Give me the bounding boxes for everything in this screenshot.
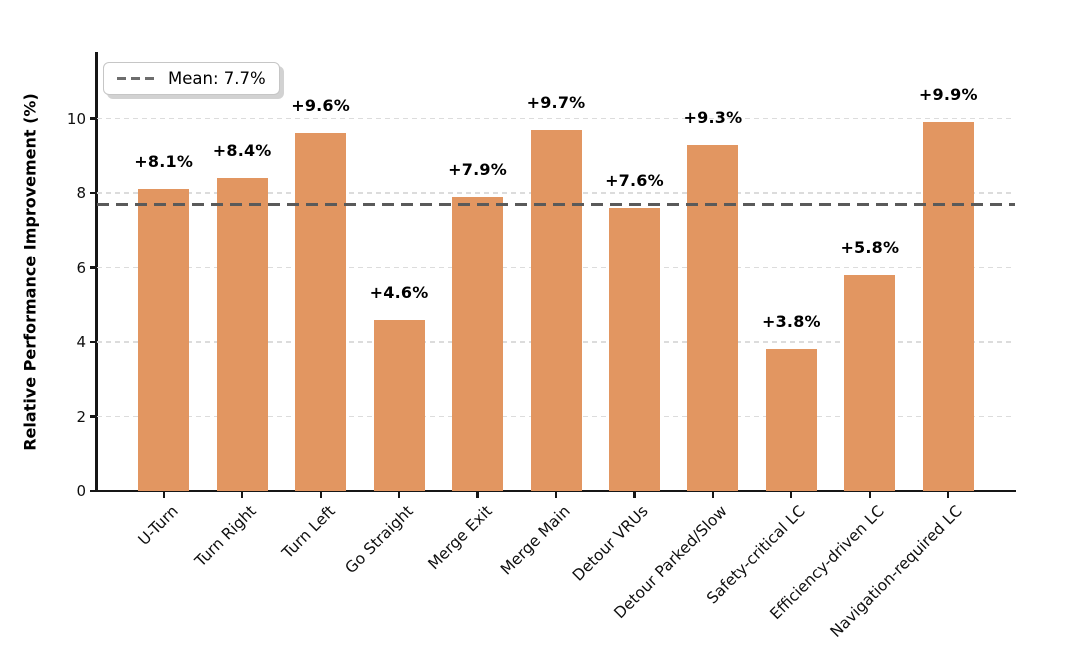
bar — [922, 122, 974, 491]
bar-value-label: +7.9% — [448, 159, 507, 179]
x-tick-label: Detour VRUs — [569, 502, 653, 585]
x-tick-label: Turn Right — [191, 502, 260, 571]
bar — [373, 319, 425, 491]
bar-value-label: +7.6% — [605, 170, 664, 190]
bar-value-label: +9.7% — [526, 92, 586, 112]
bar-value-label: +4.6% — [369, 282, 429, 302]
x-tick-mark — [711, 492, 714, 498]
x-tick-mark — [476, 492, 479, 498]
bar — [765, 349, 817, 491]
x-tick-mark — [947, 492, 950, 498]
x-tick-mark — [554, 492, 558, 498]
y-tick-label: 4 — [76, 333, 86, 352]
x-tick-label: Merge Exit — [424, 502, 496, 574]
bar-value-label: +3.8% — [761, 312, 821, 332]
x-tick-mark — [241, 492, 244, 498]
bar-value-label: +9.3% — [683, 107, 743, 127]
y-tick-label: 10 — [66, 109, 86, 128]
legend-label: Mean: 7.7% — [168, 69, 266, 88]
x-tick-label: Go Straight — [341, 502, 417, 578]
bar — [295, 133, 347, 491]
y-tick-label: 0 — [76, 482, 86, 500]
bar — [844, 274, 896, 491]
x-tick-mark — [162, 492, 165, 498]
bar — [452, 196, 504, 491]
mean-line — [97, 202, 1015, 206]
x-tick-mark — [397, 492, 401, 498]
x-tick-mark — [790, 492, 793, 498]
bar — [138, 189, 190, 491]
bar — [530, 129, 582, 491]
y-tick-label: 8 — [76, 184, 86, 203]
y-axis-title: Relative Performance Improvement (%) — [20, 93, 40, 451]
x-tick-mark — [868, 492, 871, 498]
plot-area: Mean: 7.7% +8.1% +8.4% +9.6% +4.6% +7.9% +9.7… — [97, 53, 1015, 491]
bar — [216, 178, 268, 491]
y-tick-mark — [90, 415, 96, 418]
bar — [608, 207, 660, 491]
y-tick-mark — [90, 117, 96, 120]
bar-value-label: +9.9% — [918, 85, 978, 105]
x-axis-spine — [95, 489, 1016, 493]
y-gridline — [97, 117, 1015, 120]
bar-value-label: +8.1% — [134, 152, 194, 172]
dashed-line-icon — [117, 77, 155, 80]
bar-value-label: +9.6% — [291, 96, 350, 116]
bar-value-label: +8.4% — [212, 141, 272, 161]
x-tick-label: Turn Left — [278, 502, 339, 563]
x-tick-mark — [633, 492, 636, 498]
bar-value-label: +5.8% — [840, 237, 900, 257]
x-tick-label: U-Turn — [134, 502, 182, 549]
y-tick-label: 2 — [76, 407, 86, 426]
y-tick-mark — [90, 489, 96, 493]
y-tick-mark — [90, 340, 96, 344]
y-tick-mark — [90, 191, 96, 195]
y-tick-mark — [90, 266, 96, 269]
x-tick-mark — [319, 492, 322, 498]
x-tick-label: Merge Main — [497, 502, 574, 579]
legend: Mean: 7.7% — [103, 62, 280, 95]
bar — [687, 144, 739, 491]
x-tick-label: Navigation-required LC — [827, 502, 967, 641]
y-axis-spine — [95, 52, 98, 492]
y-tick-label: 6 — [76, 258, 86, 277]
